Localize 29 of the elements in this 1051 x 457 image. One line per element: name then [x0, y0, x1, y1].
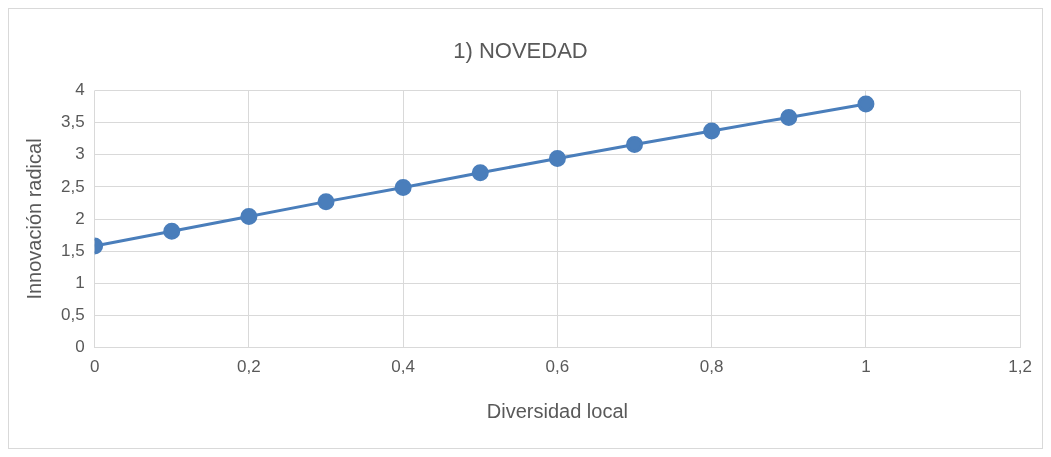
point [626, 135, 644, 153]
y-tick-label: 4 [75, 80, 85, 100]
point [163, 222, 181, 240]
y-tick-label: 2,5 [60, 176, 85, 196]
x-tick-label: 0,4 [391, 357, 415, 377]
y-tick-label: 1,5 [60, 240, 85, 260]
point [857, 95, 875, 113]
y-axis-title: Innovación radical [22, 138, 45, 300]
y-tick-label: 3 [75, 144, 85, 164]
x-tick-label: 1,2 [1008, 357, 1032, 377]
y-tick-label: 1 [75, 272, 85, 292]
x-tick-label: 0,8 [699, 357, 724, 377]
point [548, 150, 566, 168]
point [394, 178, 412, 196]
y-tick-label: 0 [75, 337, 85, 357]
x-tick-label: 0 [89, 357, 100, 377]
y-tick-label: 2 [75, 208, 85, 228]
y-tick-label: 3,5 [60, 112, 85, 132]
x-tick-label: 0,2 [237, 357, 261, 377]
x-tick-label: 1 [861, 357, 871, 377]
chart-title: 1) NOVEDAD [453, 38, 588, 64]
point [780, 108, 798, 126]
point [703, 122, 721, 140]
x-tick-label: 0,6 [545, 357, 570, 377]
y-tick-label: 0,5 [60, 305, 85, 325]
point [317, 193, 335, 211]
x-axis-title: Diversidad local [486, 399, 628, 422]
point [471, 164, 489, 182]
point [240, 207, 258, 225]
